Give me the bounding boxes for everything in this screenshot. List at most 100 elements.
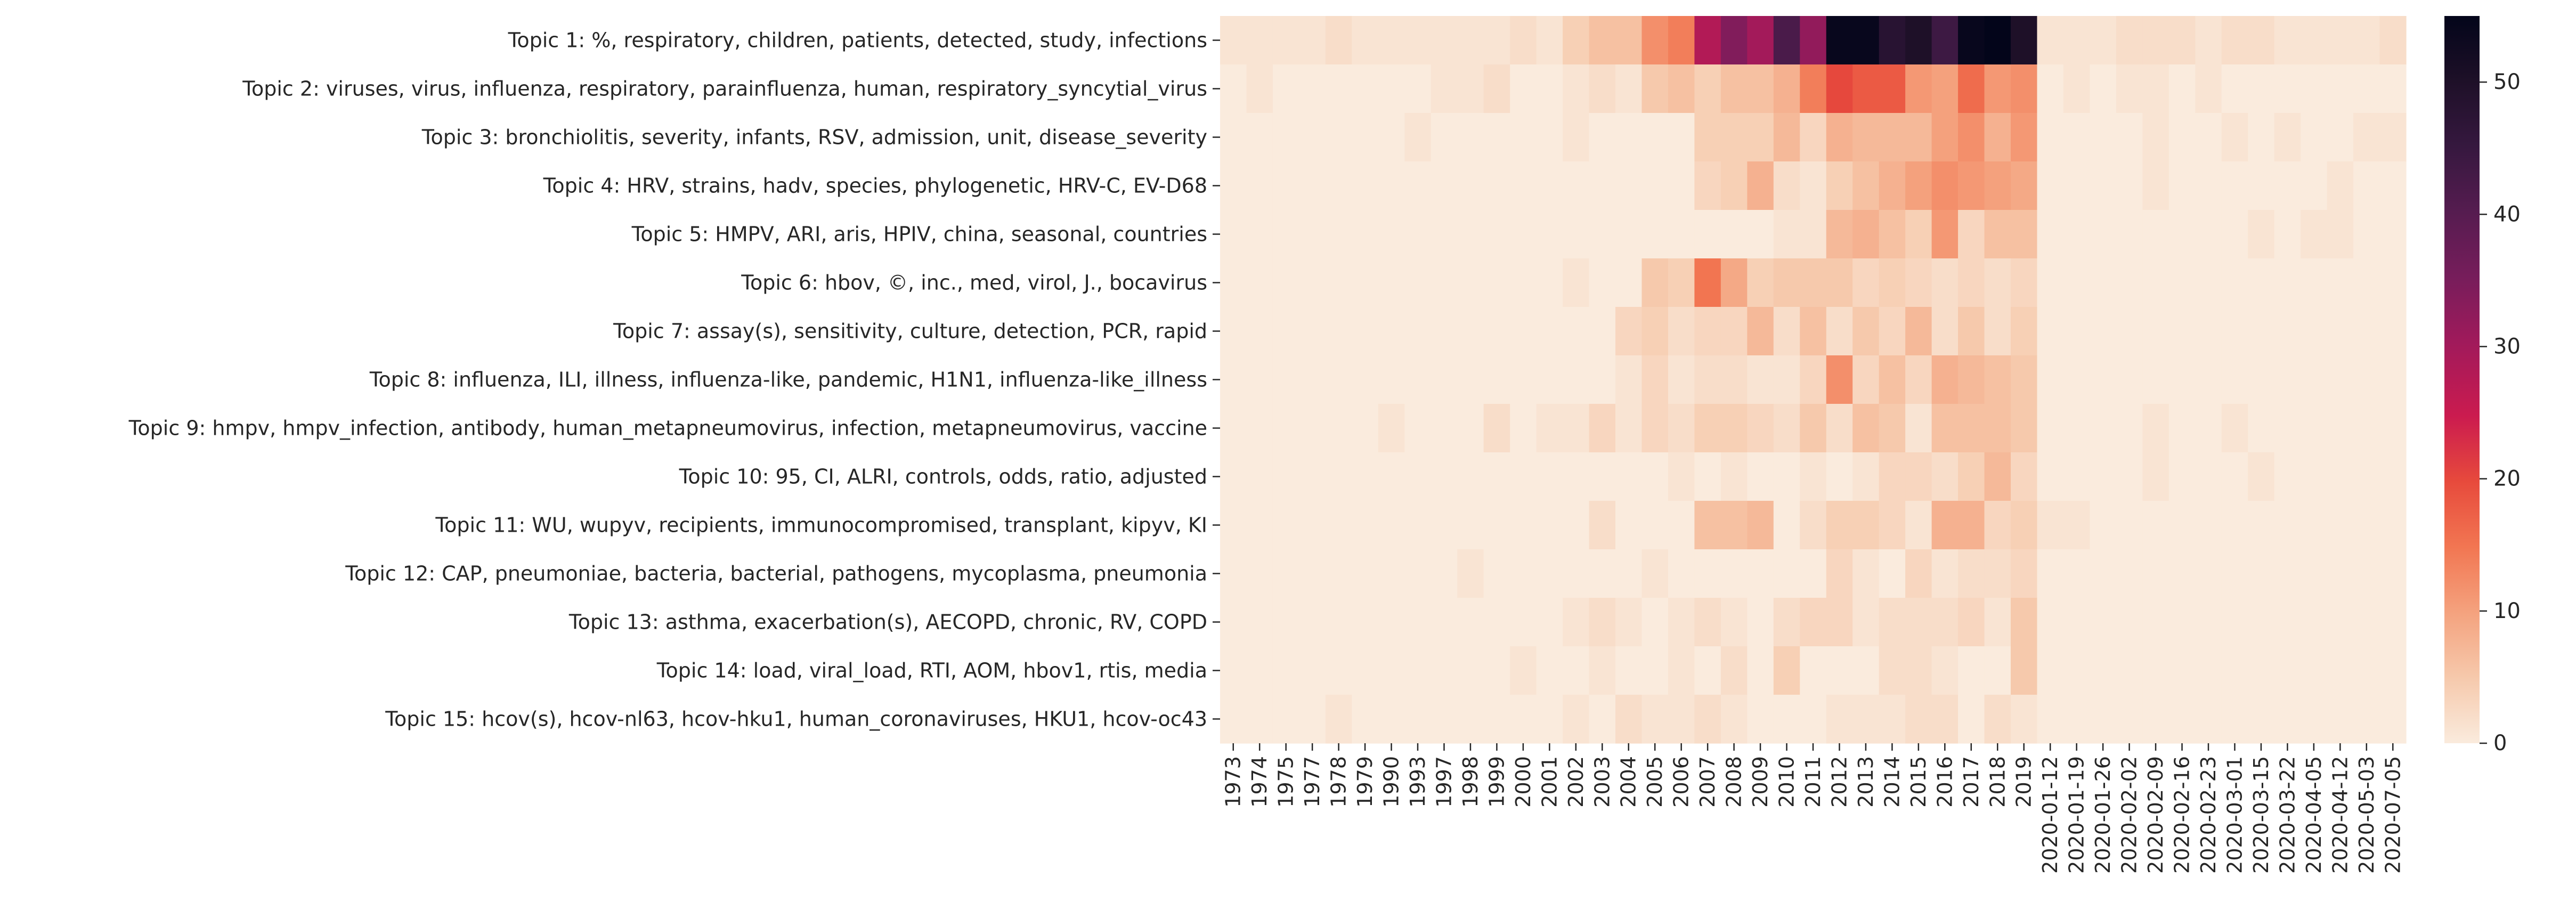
heatmap-cell: [2090, 258, 2117, 307]
heatmap-cell: [1879, 695, 1906, 744]
heatmap-cell: [2327, 16, 2354, 65]
heatmap-cell: [1510, 113, 1537, 162]
heatmap-cell: [2195, 646, 2222, 695]
heatmap-cell: [2248, 161, 2275, 210]
heatmap-cell: [2379, 452, 2407, 501]
heatmap-cell: [2037, 598, 2064, 647]
heatmap-cell: [2037, 210, 2064, 259]
heatmap-cell: [1668, 646, 1695, 695]
heatmap-cell: [1879, 452, 1906, 501]
heatmap-cell: [1299, 452, 1326, 501]
heatmap-cell: [1615, 598, 1643, 647]
heatmap-cell: [1826, 16, 1853, 65]
heatmap-cell: [1325, 549, 1352, 598]
heatmap-cell: [2168, 210, 2196, 259]
heatmap-cell: [1668, 16, 1695, 65]
heatmap-cell: [1773, 695, 1800, 744]
heatmap-cells: [1220, 16, 2407, 744]
column-label: 2020-02-23: [2197, 756, 2220, 874]
heatmap-cell: [2195, 598, 2222, 647]
heatmap-cell: [2221, 307, 2248, 356]
heatmap-cell: [1879, 307, 1906, 356]
heatmap-cell: [2353, 598, 2380, 647]
heatmap-cell: [1563, 113, 1590, 162]
heatmap-cell: [1800, 695, 1827, 744]
heatmap-cell: [2353, 113, 2380, 162]
heatmap-cell: [2142, 549, 2169, 598]
heatmap-cell: [1826, 210, 1853, 259]
heatmap-cell: [1272, 452, 1299, 501]
heatmap-cell: [2248, 452, 2275, 501]
heatmap-cell: [1536, 695, 1563, 744]
heatmap-cell: [1352, 113, 1379, 162]
heatmap-cell: [1852, 646, 1880, 695]
heatmap-cell: [1826, 549, 1853, 598]
heatmap-cell: [1536, 64, 1563, 113]
heatmap-cell: [1299, 355, 1326, 404]
heatmap-cell: [2248, 258, 2275, 307]
row-label: Topic 12: CAP, pneumoniae, bacteria, bac…: [345, 562, 1207, 586]
heatmap-cell: [1773, 452, 1800, 501]
heatmap-cell: [1272, 355, 1299, 404]
heatmap-cell: [1325, 64, 1352, 113]
heatmap-cell: [1984, 161, 2011, 210]
heatmap-cell: [1958, 501, 1985, 550]
heatmap-cell: [1773, 404, 1800, 453]
heatmap-cell: [2379, 210, 2407, 259]
heatmap-cell: [1536, 355, 1563, 404]
heatmap-cell: [2090, 355, 2117, 404]
heatmap-cell: [2327, 161, 2354, 210]
heatmap-cell: [1826, 646, 1853, 695]
heatmap-cell: [2379, 501, 2407, 550]
heatmap-cell: [1510, 161, 1537, 210]
heatmap-cell: [1642, 549, 1669, 598]
heatmap-cell: [2063, 404, 2090, 453]
heatmap-cell: [2379, 355, 2407, 404]
heatmap-cell: [1246, 549, 1273, 598]
heatmap-cell: [1668, 549, 1695, 598]
heatmap-cell: [1563, 355, 1590, 404]
heatmap-cell: [2195, 404, 2222, 453]
column-label: 2020-07-05: [2381, 756, 2404, 874]
heatmap-cell: [1720, 161, 1748, 210]
heatmap-cell: [1246, 404, 1273, 453]
column-label: 2020-02-02: [2118, 756, 2141, 874]
heatmap-cell: [2301, 64, 2328, 113]
column-label: 1973: [1222, 756, 1245, 808]
heatmap-cell: [1220, 258, 1247, 307]
heatmap-cell: [2248, 501, 2275, 550]
heatmap-cell: [1720, 695, 1748, 744]
heatmap-cell: [1668, 404, 1695, 453]
row-label: Topic 3: bronchiolitis, severity, infant…: [421, 126, 1207, 149]
heatmap-cell: [1905, 113, 1932, 162]
heatmap-cell: [2037, 16, 2064, 65]
heatmap-cell: [1246, 64, 1273, 113]
heatmap-cell: [2116, 404, 2143, 453]
heatmap-cell: [2379, 258, 2407, 307]
column-label: 2017: [1960, 756, 1983, 808]
heatmap-cell: [1720, 64, 1748, 113]
colorbar-tick-label: 10: [2493, 599, 2521, 623]
heatmap-cell: [1510, 355, 1537, 404]
heatmap-cell: [1404, 549, 1432, 598]
heatmap-cell: [1220, 598, 1247, 647]
heatmap-cell: [1299, 64, 1326, 113]
heatmap-cell: [2221, 501, 2248, 550]
heatmap-cell: [1299, 161, 1326, 210]
heatmap-cell: [2248, 695, 2275, 744]
heatmap-cell: [1615, 210, 1643, 259]
heatmap-cell: [1984, 646, 2011, 695]
heatmap-cell: [1879, 16, 1906, 65]
heatmap-cell: [1510, 452, 1537, 501]
heatmap-cell: [2301, 113, 2328, 162]
heatmap-cell: [2090, 646, 2117, 695]
heatmap-cell: [1563, 695, 1590, 744]
heatmap-cell: [2327, 258, 2354, 307]
heatmap-cell: [1352, 404, 1379, 453]
heatmap-cell: [2379, 16, 2407, 65]
heatmap-cell: [1272, 16, 1299, 65]
heatmap-cell: [1563, 598, 1590, 647]
heatmap-cell: [1272, 258, 1299, 307]
heatmap-cell: [1958, 113, 1985, 162]
